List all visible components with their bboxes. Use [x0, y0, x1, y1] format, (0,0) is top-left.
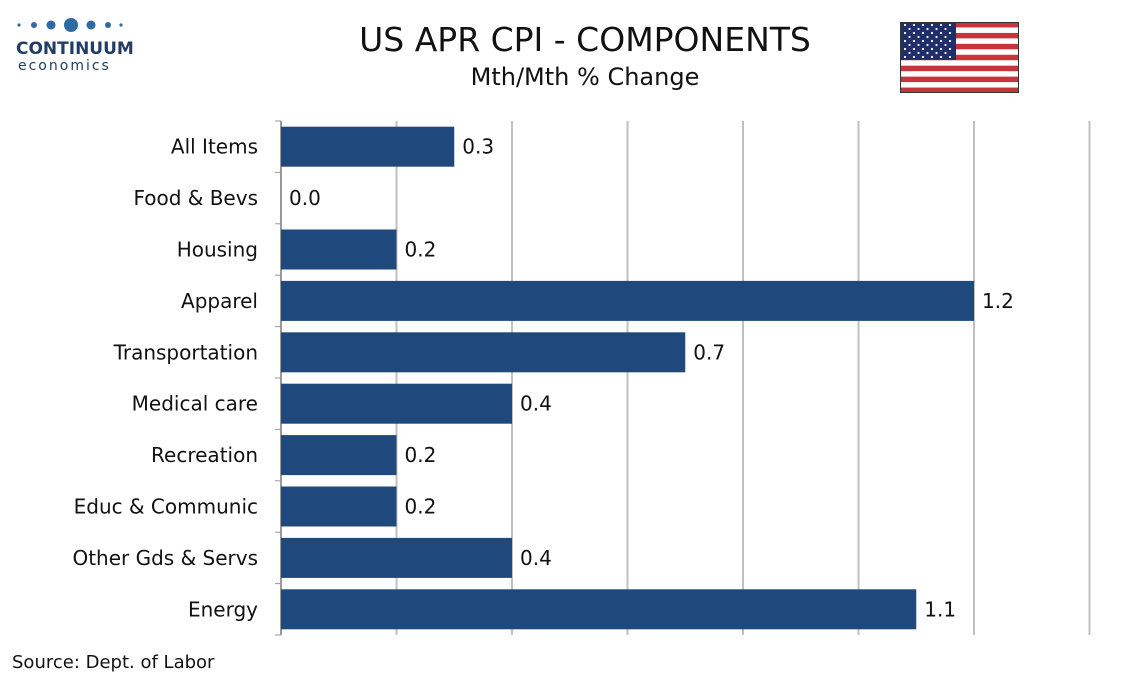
category-label: Educ & Communic [74, 495, 258, 519]
category-label: Apparel [181, 289, 258, 313]
bar [281, 435, 397, 476]
data-label: 0.0 [289, 186, 321, 210]
data-label: 0.2 [405, 238, 437, 262]
category-label: Medical care [132, 392, 258, 416]
brand-name: CONTINUUM [16, 39, 134, 59]
category-label: Transportation [113, 340, 258, 364]
labels: All Items 0.3 Food & Bevs 0.0 Housing 0.2 Appa… [72, 135, 1013, 622]
bar [281, 332, 686, 373]
bar [281, 126, 455, 167]
data-label: 0.4 [520, 546, 552, 570]
chart-title: US APR CPI - COMPONENTS [359, 20, 811, 59]
data-label: 0.2 [405, 495, 437, 519]
bar [281, 537, 512, 578]
bar [281, 229, 397, 270]
data-label: 0.7 [693, 340, 725, 364]
brand-sub: economics [18, 58, 111, 74]
logo-dots-icon [17, 18, 123, 32]
chart-subtitle: Mth/Mth % Change [470, 63, 700, 91]
us-flag-icon [900, 22, 1019, 93]
data-label: 1.1 [924, 597, 956, 621]
category-label: Food & Bevs [133, 186, 258, 210]
category-label: Energy [188, 597, 258, 621]
category-label: All Items [171, 135, 258, 159]
category-label: Recreation [151, 443, 258, 467]
data-label: 0.4 [520, 392, 552, 416]
data-label: 1.2 [982, 289, 1014, 313]
data-label: 0.2 [405, 443, 437, 467]
category-label: Other Gds & Servs [72, 546, 258, 570]
category-label: Housing [177, 238, 258, 262]
bar [281, 383, 512, 424]
continuum-logo: CONTINUUM economics [14, 14, 144, 74]
bar [281, 486, 397, 527]
bar [281, 280, 974, 321]
data-label: 0.3 [462, 135, 494, 159]
source-note: Source: Dept. of Labor [12, 652, 215, 673]
bars [281, 126, 974, 630]
bar [281, 589, 917, 630]
